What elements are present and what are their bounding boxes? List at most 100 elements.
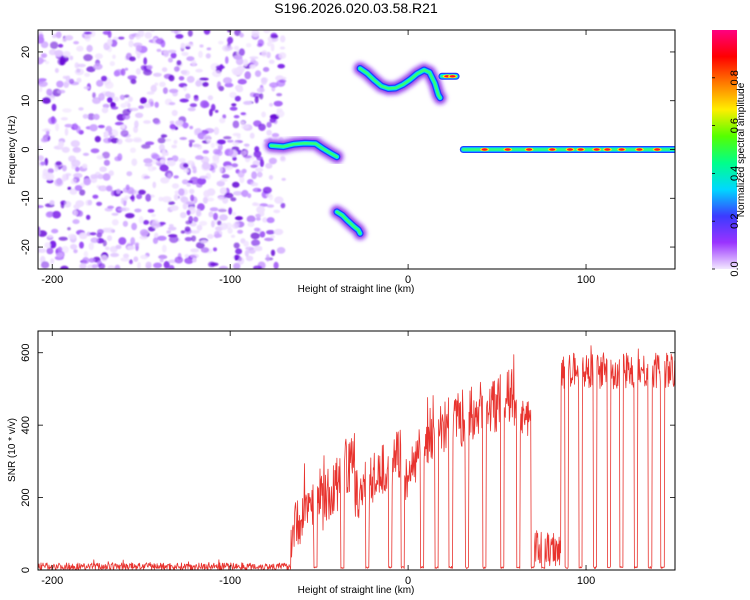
hotspot	[504, 148, 511, 151]
noise-blob	[168, 201, 176, 206]
noise-blob	[161, 244, 167, 253]
noise-blob	[243, 155, 252, 159]
noise-blob	[74, 62, 80, 69]
noise-blob	[46, 88, 53, 96]
noise-blob	[68, 78, 75, 84]
noise-blob	[184, 254, 189, 258]
noise-blob	[50, 116, 56, 124]
noise-blob	[131, 222, 138, 231]
noise-blob	[129, 196, 135, 200]
noise-blob	[227, 36, 234, 44]
noise-blob	[96, 155, 104, 160]
noise-blob	[57, 57, 67, 66]
noise-blob	[257, 188, 262, 192]
noise-blob	[202, 196, 208, 204]
noise-blob	[153, 119, 161, 125]
noise-blob	[245, 255, 254, 262]
noise-blob	[174, 120, 184, 126]
noise-blob	[114, 264, 121, 269]
noise-blob	[51, 33, 57, 39]
noise-blob	[218, 166, 223, 173]
noise-blob	[212, 70, 222, 78]
noise-blob	[54, 166, 59, 172]
noise-blob	[83, 86, 90, 90]
noise-blob	[183, 86, 187, 92]
noise-blob	[110, 190, 115, 197]
noise-blob	[186, 183, 191, 187]
noise-blob	[221, 174, 230, 179]
noise-blob	[60, 202, 65, 209]
noise-blob	[69, 55, 74, 61]
noise-blob	[129, 56, 136, 62]
noise-blob	[276, 110, 285, 118]
noise-blob	[184, 226, 191, 232]
noise-blob	[259, 203, 268, 207]
noise-blob	[175, 34, 184, 39]
noise-blob	[186, 209, 191, 216]
noise-blob	[107, 30, 112, 39]
noise-blob	[281, 177, 286, 181]
noise-blob	[206, 138, 212, 143]
noise-blob	[178, 76, 185, 81]
noise-blob	[158, 143, 165, 152]
colorbar-tick-label: 0.4	[729, 166, 741, 181]
noise-blob	[182, 202, 188, 210]
snr-ylabel: SNR (10 * v/v)	[7, 418, 18, 482]
noise-blob	[171, 109, 178, 117]
noise-blob	[98, 185, 108, 192]
noise-blob	[147, 209, 155, 213]
noise-blob	[184, 42, 194, 48]
noise-blob	[89, 232, 97, 236]
noise-blob	[79, 241, 84, 249]
noise-blob	[45, 130, 50, 136]
noise-blob	[143, 220, 150, 225]
noise-blob	[270, 234, 275, 239]
noise-blob	[105, 246, 110, 251]
noise-blob	[263, 30, 271, 34]
noise-blob	[145, 261, 152, 269]
noise-blob	[243, 240, 249, 247]
noise-blob	[73, 123, 78, 130]
noise-blob	[171, 144, 177, 149]
noise-blob	[224, 82, 234, 88]
noise-blob	[173, 139, 178, 145]
noise-blob	[199, 220, 208, 226]
noise-blob	[258, 123, 266, 131]
noise-blob	[46, 247, 54, 255]
noise-blob	[44, 157, 49, 166]
noise-blob	[162, 87, 168, 94]
noise-blob	[202, 150, 209, 154]
x-tick-label: -100	[219, 274, 241, 286]
noise-blob	[243, 143, 250, 147]
noise-blob	[266, 204, 275, 208]
noise-blob	[249, 64, 256, 70]
noise-blob	[157, 137, 166, 144]
noise-blob	[232, 211, 237, 216]
noise-blob	[213, 247, 217, 252]
noise-blob	[241, 189, 249, 198]
noise-blob	[212, 148, 221, 155]
noise-blob	[138, 105, 145, 109]
noise-blob	[62, 108, 72, 113]
noise-blob	[38, 78, 47, 82]
noise-blob	[143, 120, 151, 124]
noise-blob	[179, 137, 187, 140]
noise-blob	[47, 168, 54, 174]
noise-blob	[208, 211, 214, 218]
noise-blob	[51, 103, 57, 112]
noise-blob	[100, 254, 108, 262]
noise-blob	[191, 59, 197, 66]
x-tick-label: -100	[219, 575, 241, 587]
noise-blob	[167, 226, 177, 231]
noise-blob	[251, 30, 260, 38]
noise-blob	[110, 252, 120, 258]
noise-blob	[168, 74, 175, 82]
noise-blob	[182, 163, 189, 168]
noise-blob	[151, 153, 160, 160]
noise-blob	[70, 140, 80, 148]
noise-blob	[56, 252, 64, 258]
hotspot	[549, 148, 556, 151]
noise-blob	[76, 210, 84, 217]
